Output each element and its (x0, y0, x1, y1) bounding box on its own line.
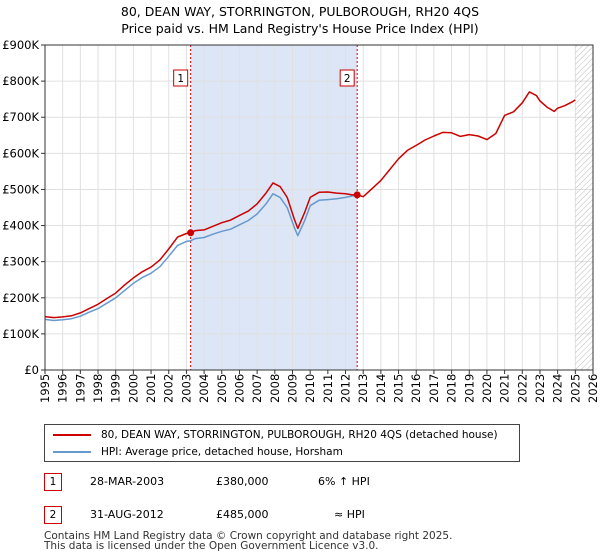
transaction-marker-number: 1 (44, 473, 62, 491)
x-tick-label: 2013 (356, 374, 370, 403)
legend-label-property: 80, DEAN WAY, STORRINGTON, PULBOROUGH, R… (101, 429, 498, 441)
sale-marker-dot (353, 191, 361, 199)
y-tick-label: £100K (2, 327, 39, 341)
y-tick-label: £500K (2, 182, 39, 196)
shaded-ownership-period (190, 45, 358, 370)
transaction-hpi-comparison: ≈ HPI (334, 508, 365, 521)
y-tick-label: £900K (2, 38, 39, 52)
y-tick-label: £700K (2, 110, 39, 124)
x-tick-label: 2008 (268, 374, 282, 403)
legend-swatch-property (53, 434, 91, 436)
x-tick-label: 1997 (73, 374, 87, 403)
x-tick-label: 2007 (250, 374, 264, 403)
y-tick-label: £800K (2, 74, 39, 88)
footer-line2: This data is licensed under the Open Gov… (44, 540, 379, 552)
x-tick-label: 2003 (179, 374, 193, 403)
x-tick-label: 2010 (303, 374, 317, 403)
x-tick-label: 2002 (162, 374, 176, 403)
x-tick-label: 2014 (374, 374, 388, 403)
legend-label-hpi: HPI: Average price, detached house, Hors… (101, 446, 343, 458)
sale-marker-label: 2 (344, 73, 351, 85)
price-chart: 1 2 £0 £100K £200K £300K £400K £500K £600K £700K £… (2, 38, 600, 403)
x-tick-label: 2024 (551, 374, 565, 403)
legend-swatch-hpi (53, 451, 91, 453)
y-tick-label: £300K (2, 255, 39, 269)
legend-item-hpi: HPI: Average price, detached house, Hors… (53, 443, 343, 461)
chart-legend: 80, DEAN WAY, STORRINGTON, PULBOROUGH, R… (44, 424, 520, 462)
x-tick-label: 2016 (409, 374, 423, 403)
y-tick-label: £200K (2, 291, 39, 305)
transaction-price: £380,000 (216, 475, 269, 488)
transaction-marker-number: 2 (44, 506, 62, 524)
transaction-date: 28-MAR-2003 (90, 475, 165, 488)
sale-marker-box (173, 69, 189, 87)
x-tick-label: 2011 (321, 374, 335, 403)
chart-title-line2: Price paid vs. HM Land Registry's House … (121, 21, 479, 36)
x-tick-label: 1999 (109, 374, 123, 403)
x-tick-label: 1998 (91, 374, 105, 403)
transaction-row: 2 31-AUG-2012 £485,000 ≈ HPI (44, 506, 564, 528)
transaction-price: £485,000 (216, 508, 269, 521)
x-tick-label: 2017 (427, 374, 441, 403)
x-tick-label: 2018 (445, 374, 459, 403)
x-tick-label: 2015 (392, 374, 406, 403)
y-tick-label: £600K (2, 146, 39, 160)
plot-frame (44, 44, 594, 371)
legend-item-property: 80, DEAN WAY, STORRINGTON, PULBOROUGH, R… (53, 426, 498, 444)
series-line-property (44, 91, 576, 319)
x-tick-label: 2009 (285, 374, 299, 403)
future-hatch-area (575, 45, 593, 370)
x-tick-label: 2000 (126, 374, 140, 403)
footer-line1: Contains HM Land Registry data © Crown c… (44, 530, 453, 542)
x-tick-label: 2022 (515, 374, 529, 403)
sale-marker-label: 1 (177, 73, 184, 85)
x-tick-label: 2012 (339, 374, 353, 403)
x-tick-label: 2004 (197, 374, 211, 403)
transaction-hpi-comparison: 6% ↑ HPI (318, 475, 370, 488)
x-tick-label: 2006 (232, 374, 246, 403)
y-tick-label: £0 (24, 363, 39, 377)
x-tick-label: 1995 (38, 374, 52, 403)
x-tick-label: 2025 (568, 374, 582, 403)
x-tick-label: 2023 (533, 374, 547, 403)
x-tick-label: 2020 (480, 374, 494, 403)
y-tick-label: £400K (2, 219, 39, 233)
footer-attribution: Contains HM Land Registry data © Crown c… (44, 530, 453, 552)
x-tick-label: 2005 (215, 374, 229, 403)
sale-marker-dot (187, 229, 195, 237)
x-tick-label: 2026 (586, 374, 600, 403)
chart-title-line1: 80, DEAN WAY, STORRINGTON, PULBOROUGH, R… (120, 4, 480, 19)
series-line-hpi (44, 193, 358, 322)
transaction-date: 31-AUG-2012 (90, 508, 164, 521)
x-tick-label: 2021 (498, 374, 512, 403)
x-tick-label: 2019 (462, 374, 476, 403)
x-tick-label: 1996 (56, 374, 70, 403)
sale-marker-box (339, 69, 355, 87)
transaction-row: 1 28-MAR-2003 £380,000 6% ↑ HPI (44, 473, 564, 495)
x-tick-label: 2001 (144, 374, 158, 403)
